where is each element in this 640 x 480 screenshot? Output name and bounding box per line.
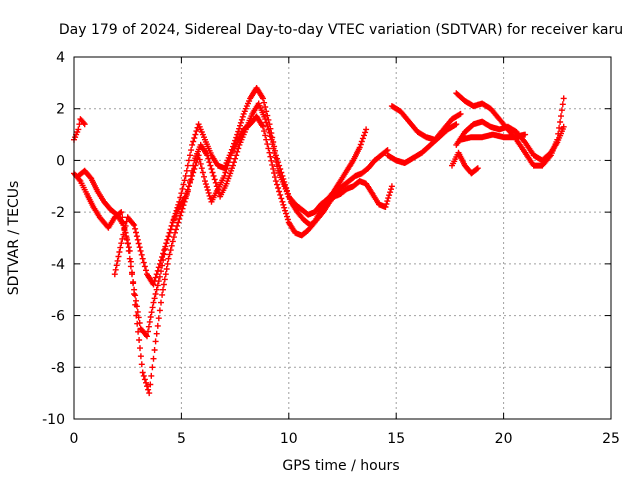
- series-arc-j: [457, 131, 529, 143]
- plus-marker-trail: [111, 113, 395, 288]
- series-arc-d: [111, 113, 395, 288]
- plus-marker-trail: [453, 118, 567, 164]
- series-arc-h: [453, 118, 567, 164]
- series-arc-f: [384, 121, 460, 166]
- x-ticks: 0 5 10 15 20 25: [70, 57, 620, 447]
- y-tick-label: -10: [42, 412, 65, 428]
- plus-marker-trail: [388, 103, 464, 143]
- grid-lines: [74, 57, 611, 419]
- y-tick-label: 2: [56, 102, 65, 118]
- x-tick-label: 5: [177, 431, 186, 447]
- data-markers: [71, 85, 567, 397]
- y-tick-label: -2: [51, 205, 65, 221]
- y-tick-label: -8: [51, 360, 65, 376]
- x-tick-label: 20: [495, 431, 513, 447]
- y-tick-label: -6: [51, 309, 65, 325]
- series-arc-e: [388, 103, 464, 143]
- y-axis-label: SDTVAR / TECUs: [6, 181, 22, 296]
- y-ticks: -10 -8 -6 -4 -2 0 2 4: [42, 50, 611, 428]
- plus-marker-trail: [384, 121, 460, 166]
- x-tick-label: 0: [70, 431, 79, 447]
- x-axis-label: GPS time / hours: [282, 458, 399, 474]
- x-tick-label: 15: [387, 431, 405, 447]
- y-tick-label: 0: [56, 153, 65, 169]
- y-tick-label: -4: [51, 257, 65, 273]
- y-tick-label: 4: [56, 50, 65, 66]
- series-arc-i: [449, 149, 481, 177]
- plot-frame: [73, 56, 612, 420]
- plus-marker-trail: [449, 149, 481, 177]
- chart-title: Day 179 of 2024, Sidereal Day-to-day VTE…: [59, 22, 623, 38]
- x-tick-label: 25: [602, 431, 620, 447]
- plus-marker-trail: [457, 131, 529, 143]
- x-tick-label: 10: [280, 431, 298, 447]
